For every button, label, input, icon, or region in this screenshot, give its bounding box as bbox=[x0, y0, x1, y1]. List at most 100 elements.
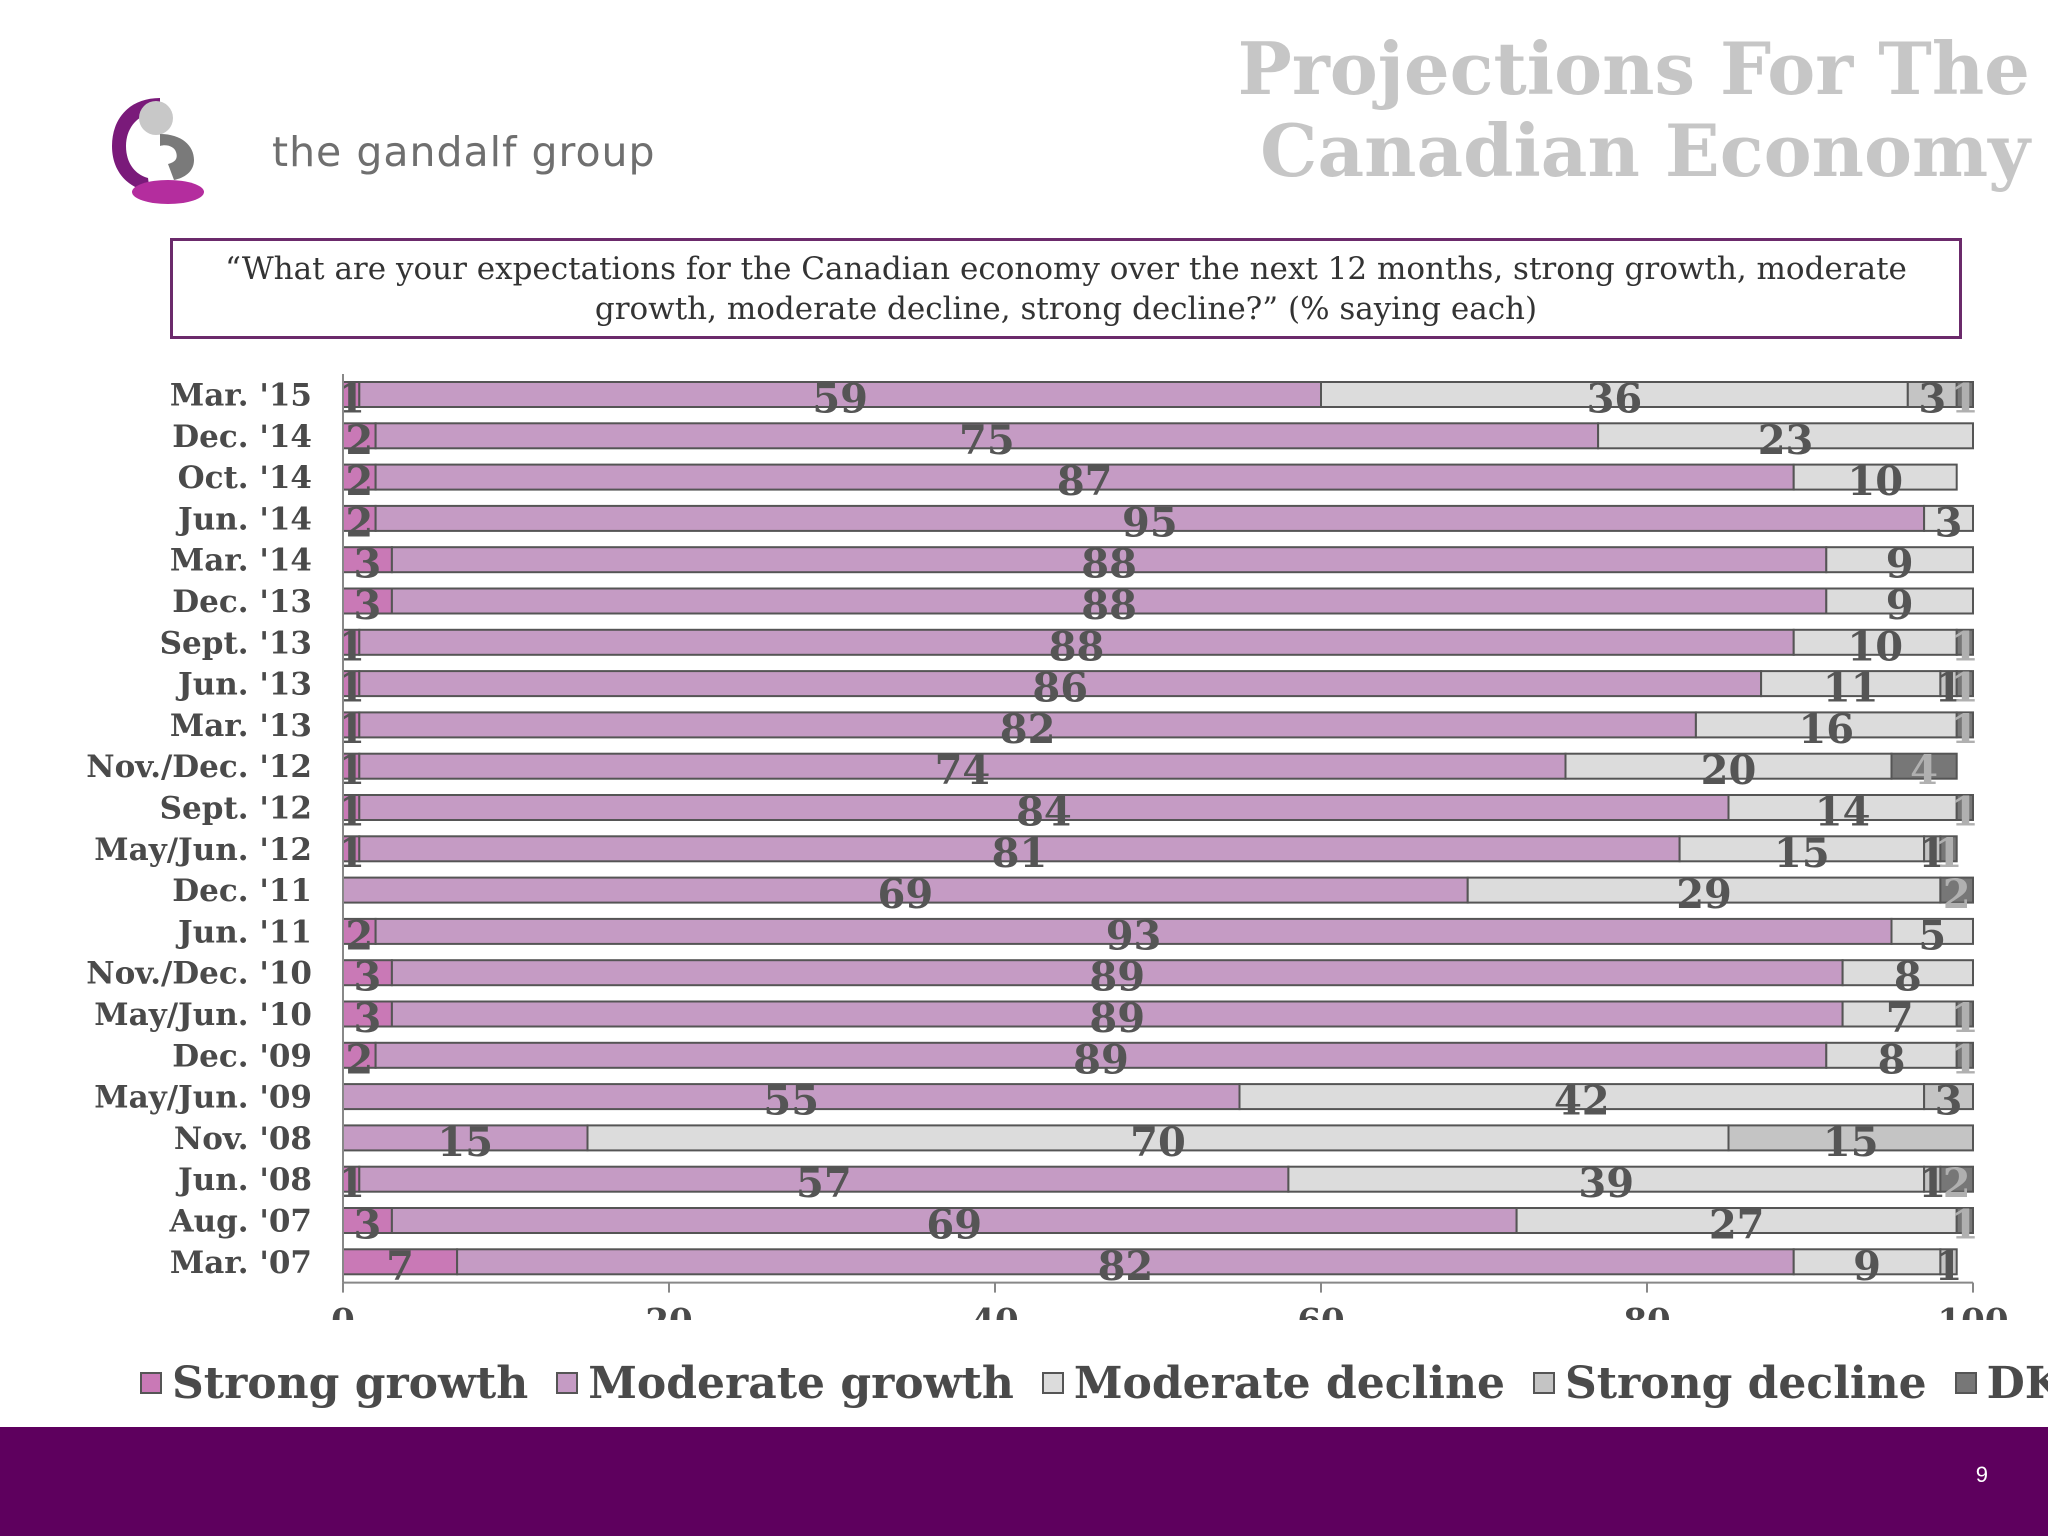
data-label: 15 bbox=[1823, 1119, 1879, 1166]
bar-strong-growth bbox=[342, 917, 377, 945]
x-tick-label: 60 bbox=[1297, 1302, 1344, 1320]
bar-moderate-decline bbox=[1841, 1000, 1958, 1028]
bar-dk bbox=[1955, 381, 1974, 408]
data-label: 20 bbox=[1701, 747, 1757, 794]
data-label: 1 bbox=[1951, 665, 1979, 712]
bar-dk bbox=[1939, 876, 1975, 904]
bar-dk bbox=[1955, 1207, 1974, 1234]
bar-moderate-growth bbox=[374, 504, 1926, 532]
data-label: 9 bbox=[1886, 582, 1914, 629]
data-label: 1 bbox=[1951, 1202, 1979, 1249]
bar-dk bbox=[1890, 752, 1958, 780]
data-label: 59 bbox=[812, 376, 868, 423]
data-label: 2 bbox=[345, 912, 373, 959]
bar-strong-growth bbox=[342, 504, 377, 532]
data-label: 27 bbox=[1709, 1202, 1765, 1249]
bar-strong-growth bbox=[342, 1248, 459, 1276]
category-label: Dec. '13 bbox=[172, 584, 312, 620]
data-label: 15 bbox=[1774, 830, 1830, 877]
bar-moderate-decline bbox=[586, 1124, 1730, 1152]
category-label: Dec. '14 bbox=[172, 419, 312, 455]
category-label: Sept. '13 bbox=[160, 625, 312, 661]
bar-moderate-growth bbox=[358, 628, 1795, 656]
data-label: 95 bbox=[1122, 499, 1178, 546]
data-label: 8 bbox=[1894, 954, 1922, 1001]
x-tick-label: 0 bbox=[331, 1302, 355, 1320]
category-label: Jun. '13 bbox=[175, 667, 312, 703]
bar-moderate-growth bbox=[390, 959, 1844, 987]
category-label: Jun. '08 bbox=[175, 1162, 312, 1198]
bar-moderate-decline bbox=[1890, 917, 1974, 945]
bar-moderate-decline bbox=[1841, 959, 1974, 987]
data-label: 5 bbox=[1918, 912, 1946, 959]
data-label: 23 bbox=[1758, 417, 1814, 464]
legend-swatch bbox=[1954, 1372, 1977, 1394]
bar-moderate-decline bbox=[1792, 1248, 1942, 1276]
data-label: 2 bbox=[1943, 1160, 1971, 1207]
data-label: 3 bbox=[354, 995, 382, 1042]
data-label: 87 bbox=[1057, 458, 1113, 505]
data-label: 69 bbox=[878, 871, 934, 918]
category-label: Oct. '14 bbox=[178, 460, 312, 496]
legend-item-strong-growth: Strong growth bbox=[140, 1358, 528, 1409]
bar-moderate-growth bbox=[358, 794, 1730, 821]
legend-label: Strong decline bbox=[1564, 1357, 1927, 1409]
data-label: 2 bbox=[1943, 871, 1971, 918]
category-label: Nov./Dec. '10 bbox=[86, 956, 312, 992]
category-label: May/Jun. '09 bbox=[94, 1080, 312, 1116]
data-label: 2 bbox=[345, 1036, 373, 1083]
data-label: 29 bbox=[1676, 871, 1732, 918]
legend-item-moderate-growth: Moderate growth bbox=[556, 1358, 1014, 1409]
category-label: Sept. '12 bbox=[160, 791, 312, 827]
data-label: 1 bbox=[1951, 789, 1979, 836]
data-label: 93 bbox=[1106, 912, 1162, 959]
data-label: 82 bbox=[1000, 706, 1056, 753]
bar-moderate-decline bbox=[1825, 587, 1975, 615]
category-label: Dec. '11 bbox=[172, 873, 312, 909]
data-label: 8 bbox=[1878, 1036, 1906, 1083]
data-label: 89 bbox=[1089, 995, 1145, 1042]
data-label: 39 bbox=[1578, 1160, 1634, 1207]
bar-moderate-decline bbox=[1678, 835, 1926, 863]
legend-item-dk: DK bbox=[1954, 1357, 2048, 1409]
data-label: 2 bbox=[345, 499, 373, 546]
bar-moderate-decline bbox=[1792, 463, 1958, 491]
data-label: 81 bbox=[992, 830, 1048, 877]
data-label: 3 bbox=[354, 954, 382, 1001]
category-label: May/Jun. '10 bbox=[94, 997, 312, 1033]
data-label: 3 bbox=[1935, 1078, 1963, 1125]
data-label: 10 bbox=[1847, 623, 1903, 670]
bar-strong-growth bbox=[342, 463, 377, 491]
chart-legend: Strong growth Moderate growth Moderate dec… bbox=[140, 1355, 2048, 1411]
legend-swatch bbox=[1041, 1372, 1064, 1394]
brand-name: the gandalf group bbox=[272, 128, 656, 176]
data-label: 1 bbox=[1951, 623, 1979, 670]
data-label: 88 bbox=[1081, 541, 1137, 588]
bar-moderate-growth bbox=[358, 835, 1681, 863]
data-label: 88 bbox=[1049, 623, 1105, 670]
category-label: Aug. '07 bbox=[169, 1204, 312, 1240]
bar-moderate-decline bbox=[1238, 1083, 1926, 1111]
data-label: 75 bbox=[959, 417, 1015, 464]
category-label: Jun. '11 bbox=[175, 914, 312, 950]
legend-label: Moderate decline bbox=[1073, 1357, 1505, 1409]
bar-moderate-growth bbox=[374, 422, 1600, 450]
data-label: 3 bbox=[354, 541, 382, 588]
bar-moderate-decline bbox=[1597, 422, 1974, 450]
data-label: 57 bbox=[796, 1160, 852, 1207]
data-label: 36 bbox=[1587, 376, 1643, 423]
data-label: 9 bbox=[1886, 541, 1914, 588]
data-label: 7 bbox=[1886, 995, 1914, 1042]
data-label: 3 bbox=[354, 1202, 382, 1249]
bar-dk bbox=[1939, 1165, 1975, 1193]
data-label: 15 bbox=[437, 1119, 493, 1166]
legend-label: DK bbox=[1986, 1357, 2048, 1409]
bar-moderate-decline bbox=[1792, 628, 1958, 656]
category-label: Mar. '13 bbox=[170, 708, 312, 744]
x-tick-label: 80 bbox=[1623, 1302, 1670, 1320]
data-label: 11 bbox=[1823, 665, 1879, 712]
bar-dk bbox=[1955, 670, 1974, 698]
data-label: 55 bbox=[763, 1078, 819, 1125]
bar-moderate-growth bbox=[358, 670, 1763, 698]
